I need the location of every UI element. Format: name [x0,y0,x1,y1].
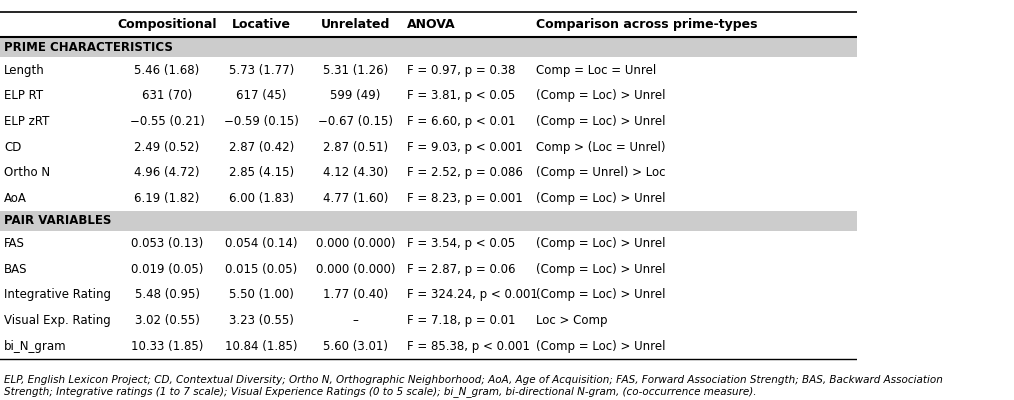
Text: AoA: AoA [4,192,27,205]
Text: (Comp = Loc) > Unrel: (Comp = Loc) > Unrel [535,288,665,301]
Text: 5.73 (1.77): 5.73 (1.77) [229,64,294,77]
Text: Comparison across prime-types: Comparison across prime-types [535,18,757,31]
Text: (Comp = Loc) > Unrel: (Comp = Loc) > Unrel [535,237,665,250]
Text: 10.33 (1.85): 10.33 (1.85) [131,340,204,353]
Text: ELP RT: ELP RT [4,89,44,102]
Text: F = 3.54, p < 0.05: F = 3.54, p < 0.05 [407,237,515,250]
Bar [0,211,857,231]
Text: 3.02 (0.55): 3.02 (0.55) [135,314,200,327]
Text: CD: CD [4,141,21,154]
Text: (Comp = Loc) > Unrel: (Comp = Loc) > Unrel [535,340,665,353]
Text: (Comp = Loc) > Unrel: (Comp = Loc) > Unrel [535,115,665,128]
Text: F = 9.03, p < 0.001: F = 9.03, p < 0.001 [407,141,523,154]
Text: 617 (45): 617 (45) [236,89,287,102]
Text: 4.12 (4.30): 4.12 (4.30) [323,166,388,179]
Bar [0,12,857,37]
Text: 0.015 (0.05): 0.015 (0.05) [225,263,297,276]
Text: 6.00 (1.83): 6.00 (1.83) [229,192,294,205]
Text: (Comp = Loc) > Unrel: (Comp = Loc) > Unrel [535,89,665,102]
Text: ELP, English Lexicon Project; CD, Contextual Diversity; Ortho N, Orthographic Ne: ELP, English Lexicon Project; CD, Contex… [4,374,943,397]
Text: (Comp = Loc) > Unrel: (Comp = Loc) > Unrel [535,192,665,205]
Text: Visual Exp. Rating: Visual Exp. Rating [4,314,112,327]
Text: F = 324.24, p < 0.001: F = 324.24, p < 0.001 [407,288,538,301]
Text: ANOVA: ANOVA [407,18,455,31]
Text: 6.19 (1.82): 6.19 (1.82) [135,192,200,205]
Text: Length: Length [4,64,45,77]
Text: Ortho N: Ortho N [4,166,51,179]
Text: 5.50 (1.00): 5.50 (1.00) [229,288,294,301]
Text: 2.87 (0.51): 2.87 (0.51) [323,141,388,154]
Text: 0.054 (0.14): 0.054 (0.14) [225,237,298,250]
Text: F = 2.87, p = 0.06: F = 2.87, p = 0.06 [407,263,515,276]
Text: 0.053 (0.13): 0.053 (0.13) [131,237,203,250]
Text: 0.000 (0.000): 0.000 (0.000) [316,237,395,250]
Text: F = 2.52, p = 0.086: F = 2.52, p = 0.086 [407,166,523,179]
Text: 0.000 (0.000): 0.000 (0.000) [316,263,395,276]
Text: 5.60 (3.01): 5.60 (3.01) [323,340,388,353]
Text: BAS: BAS [4,263,27,276]
Text: F = 7.18, p = 0.01: F = 7.18, p = 0.01 [407,314,515,327]
Text: −0.59 (0.15): −0.59 (0.15) [224,115,299,128]
Text: (Comp = Unrel) > Loc: (Comp = Unrel) > Loc [535,166,665,179]
Text: Loc > Comp: Loc > Comp [535,314,607,327]
Text: 10.84 (1.85): 10.84 (1.85) [225,340,298,353]
Text: Unrelated: Unrelated [321,18,390,31]
Text: 4.96 (4.72): 4.96 (4.72) [135,166,200,179]
Text: 2.85 (4.15): 2.85 (4.15) [229,166,294,179]
Text: 2.87 (0.42): 2.87 (0.42) [229,141,294,154]
Text: Comp > (Loc = Unrel): Comp > (Loc = Unrel) [535,141,665,154]
Bar [0,38,857,57]
Text: ELP zRT: ELP zRT [4,115,50,128]
Text: 2.49 (0.52): 2.49 (0.52) [135,141,200,154]
Text: Locative: Locative [232,18,291,31]
Text: F = 85.38, p < 0.001: F = 85.38, p < 0.001 [407,340,530,353]
Text: PAIR VARIABLES: PAIR VARIABLES [4,214,112,228]
Text: 3.23 (0.55): 3.23 (0.55) [229,314,294,327]
Text: −0.67 (0.15): −0.67 (0.15) [318,115,393,128]
Text: PRIME CHARACTERISTICS: PRIME CHARACTERISTICS [4,41,173,54]
Text: (Comp = Loc) > Unrel: (Comp = Loc) > Unrel [535,263,665,276]
Text: F = 0.97, p = 0.38: F = 0.97, p = 0.38 [407,64,515,77]
Text: 4.77 (1.60): 4.77 (1.60) [323,192,388,205]
Text: F = 3.81, p < 0.05: F = 3.81, p < 0.05 [407,89,515,102]
Text: −0.55 (0.21): −0.55 (0.21) [130,115,205,128]
Text: –: – [353,314,359,327]
Text: 5.31 (1.26): 5.31 (1.26) [323,64,388,77]
Text: Comp = Loc = Unrel: Comp = Loc = Unrel [535,64,656,77]
Text: 599 (49): 599 (49) [331,89,381,102]
Text: 1.77 (0.40): 1.77 (0.40) [323,288,388,301]
Text: 631 (70): 631 (70) [142,89,193,102]
Text: Compositional: Compositional [118,18,217,31]
Text: bi_N_gram: bi_N_gram [4,340,67,353]
Text: Integrative Rating: Integrative Rating [4,288,112,301]
Text: F = 8.23, p = 0.001: F = 8.23, p = 0.001 [407,192,523,205]
Text: 5.48 (0.95): 5.48 (0.95) [135,288,200,301]
Text: FAS: FAS [4,237,25,250]
Text: F = 6.60, p < 0.01: F = 6.60, p < 0.01 [407,115,515,128]
Text: 0.019 (0.05): 0.019 (0.05) [131,263,204,276]
Text: 5.46 (1.68): 5.46 (1.68) [135,64,200,77]
